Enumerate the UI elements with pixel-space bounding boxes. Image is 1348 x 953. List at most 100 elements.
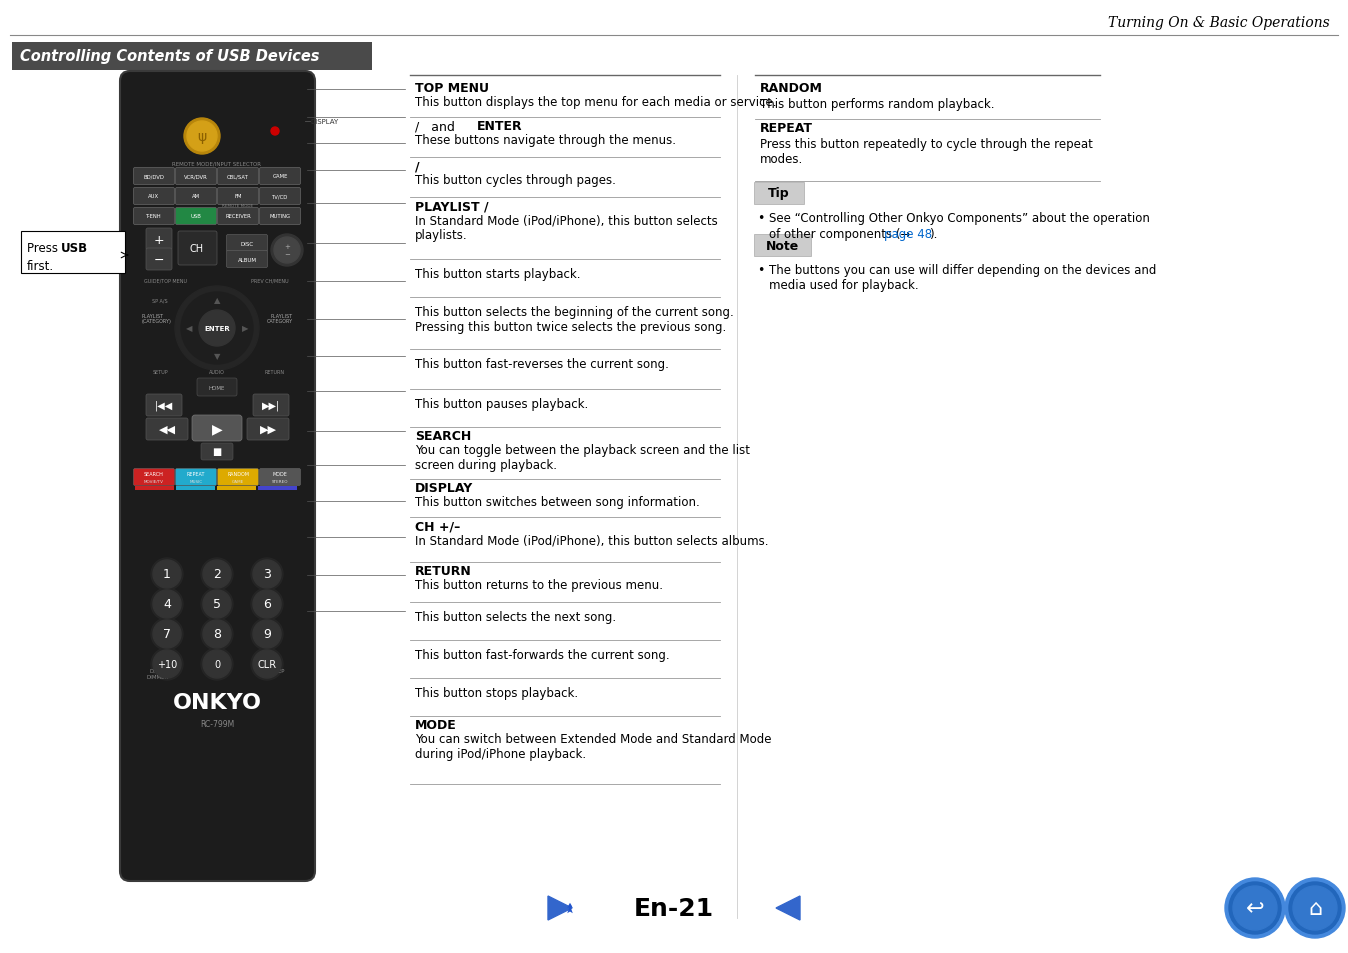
Text: RANDOM: RANDOM	[760, 82, 822, 95]
Text: 8: 8	[213, 628, 221, 640]
Text: SLEEP: SLEEP	[268, 668, 286, 673]
Circle shape	[151, 558, 183, 590]
Text: +10: +10	[156, 659, 177, 669]
Circle shape	[271, 128, 279, 136]
Circle shape	[151, 588, 183, 620]
Text: ▲: ▲	[214, 296, 220, 305]
Circle shape	[1233, 886, 1277, 930]
Text: +: +	[284, 244, 290, 250]
Text: SEARCH: SEARCH	[415, 430, 472, 442]
Text: +: +	[154, 233, 164, 246]
Text: MODE: MODE	[272, 472, 287, 477]
Text: DISC: DISC	[240, 241, 253, 246]
Text: PLAYLIST
CATEGORY: PLAYLIST CATEGORY	[267, 314, 293, 324]
Text: REPEAT: REPEAT	[760, 122, 813, 135]
Text: of other components (→: of other components (→	[768, 228, 914, 241]
Circle shape	[151, 618, 183, 650]
Text: ▶: ▶	[241, 324, 248, 334]
FancyBboxPatch shape	[146, 418, 187, 440]
Text: Tip: Tip	[768, 188, 790, 200]
Text: SEARCH: SEARCH	[144, 472, 164, 477]
Text: 6: 6	[263, 598, 271, 611]
Text: CH +/–: CH +/–	[415, 519, 460, 533]
Text: 2: 2	[213, 568, 221, 581]
Text: ⌂: ⌂	[1308, 898, 1322, 918]
Text: ψ: ψ	[197, 130, 206, 144]
Circle shape	[1285, 878, 1345, 938]
FancyBboxPatch shape	[260, 469, 301, 486]
Text: Press: Press	[27, 242, 62, 255]
Text: CLR: CLR	[257, 659, 276, 669]
Circle shape	[204, 590, 231, 618]
Text: CH: CH	[190, 244, 204, 253]
Text: In Standard Mode (iPod/iPhone), this button selects
playlists.: In Standard Mode (iPod/iPhone), this but…	[415, 213, 717, 242]
Text: En-21: En-21	[634, 896, 714, 920]
FancyBboxPatch shape	[754, 234, 811, 256]
Text: first.: first.	[27, 259, 54, 273]
Circle shape	[251, 558, 283, 590]
Text: •: •	[758, 212, 764, 225]
Text: MUSIC: MUSIC	[190, 479, 202, 483]
FancyBboxPatch shape	[175, 209, 217, 225]
Text: PLAYLIST /: PLAYLIST /	[415, 200, 488, 213]
Text: 3: 3	[263, 568, 271, 581]
Circle shape	[274, 237, 301, 264]
Text: This button selects the next song.: This button selects the next song.	[415, 610, 616, 623]
Circle shape	[175, 287, 259, 371]
FancyBboxPatch shape	[175, 189, 217, 205]
Text: Press this button repeatedly to cycle through the repeat
modes.: Press this button repeatedly to cycle th…	[760, 138, 1093, 166]
Text: USB: USB	[190, 214, 201, 219]
Text: REMOTE MODE/INPUT SELECTOR: REMOTE MODE/INPUT SELECTOR	[173, 161, 262, 167]
Text: CBL/SAT: CBL/SAT	[226, 174, 249, 179]
Text: 7: 7	[163, 628, 171, 640]
FancyBboxPatch shape	[226, 252, 267, 268]
Text: This button selects the beginning of the current song.
Pressing this button twic: This button selects the beginning of the…	[415, 306, 733, 334]
Text: This button returns to the previous menu.: This button returns to the previous menu…	[415, 578, 663, 592]
Polygon shape	[549, 896, 572, 920]
Text: This button pauses playback.: This button pauses playback.	[415, 397, 588, 411]
Circle shape	[181, 293, 253, 365]
Text: AM: AM	[191, 194, 200, 199]
Circle shape	[201, 618, 233, 650]
Circle shape	[253, 560, 280, 588]
Text: These buttons navigate through the menus.: These buttons navigate through the menus…	[415, 133, 675, 147]
Text: ▼: ▼	[214, 352, 220, 361]
FancyBboxPatch shape	[217, 169, 259, 185]
FancyBboxPatch shape	[201, 443, 233, 460]
Text: ENTER: ENTER	[204, 326, 231, 332]
FancyBboxPatch shape	[120, 71, 315, 882]
Text: −: −	[154, 253, 164, 266]
Circle shape	[200, 311, 235, 347]
Text: This button stops playback.: This button stops playback.	[415, 686, 578, 700]
Text: ◀◀: ◀◀	[159, 424, 175, 435]
Text: GAME: GAME	[232, 479, 244, 483]
Text: AUDIO: AUDIO	[209, 370, 225, 375]
Text: DISPLAY: DISPLAY	[310, 119, 338, 125]
FancyBboxPatch shape	[133, 469, 174, 486]
Text: ENTER: ENTER	[477, 120, 523, 132]
Text: MODE: MODE	[415, 719, 457, 731]
Text: ▶▶|: ▶▶|	[262, 400, 280, 411]
Text: /: /	[415, 160, 419, 172]
Circle shape	[154, 650, 181, 679]
Circle shape	[183, 119, 220, 154]
Text: STEREO: STEREO	[272, 479, 288, 483]
Text: TOP MENU: TOP MENU	[415, 82, 489, 95]
Text: In Standard Mode (iPod/iPhone), this button selects albums.: In Standard Mode (iPod/iPhone), this but…	[415, 534, 768, 546]
Circle shape	[154, 590, 181, 618]
FancyBboxPatch shape	[217, 486, 256, 491]
Text: PREV CH/MENU: PREV CH/MENU	[251, 278, 288, 283]
Circle shape	[201, 588, 233, 620]
Text: BD/DVD: BD/DVD	[144, 174, 164, 179]
Circle shape	[251, 618, 283, 650]
FancyBboxPatch shape	[247, 418, 288, 440]
Circle shape	[187, 122, 217, 152]
Text: 5: 5	[213, 598, 221, 611]
Text: T-ENH: T-ENH	[146, 214, 162, 219]
Circle shape	[253, 590, 280, 618]
FancyBboxPatch shape	[175, 169, 217, 185]
Circle shape	[1289, 882, 1341, 934]
Text: ↩: ↩	[1246, 898, 1264, 918]
Text: This button displays the top menu for each media or service.: This button displays the top menu for ea…	[415, 96, 776, 109]
Text: ONKYO: ONKYO	[173, 692, 262, 712]
